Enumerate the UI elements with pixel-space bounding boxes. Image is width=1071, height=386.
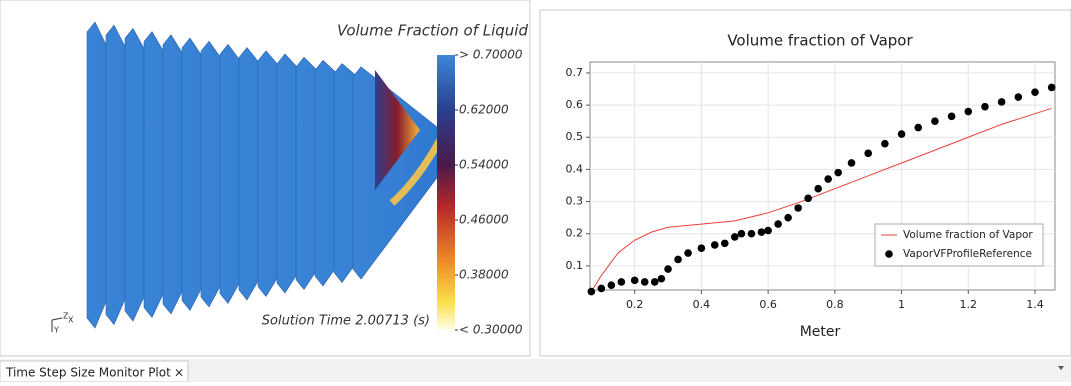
triad-label: Y (53, 326, 59, 335)
scatter-point (881, 140, 889, 148)
y-tick-label: 0.7 (566, 66, 584, 79)
scatter-point (964, 108, 972, 116)
scatter-point (588, 288, 596, 296)
scatter-point (864, 150, 872, 158)
page: Volume Fraction of Liquid Solution Time … (0, 0, 1071, 382)
scatter-point (598, 285, 606, 293)
legend-label: VaporVFProfileReference (903, 248, 1032, 260)
scatter-point (608, 281, 616, 289)
scatter-point (698, 244, 706, 252)
scatter-point (1031, 88, 1039, 96)
y-tick-label: 0.4 (566, 162, 584, 175)
scatter-point (794, 204, 802, 212)
y-tick-label: 0.2 (566, 227, 584, 240)
scatter-point (631, 277, 639, 285)
scatter-point (1015, 93, 1023, 101)
legend-swatch (885, 250, 893, 258)
colorbar-label: 0.38000 (459, 268, 509, 282)
legend-label: Volume fraction of Vapor (903, 229, 1033, 241)
x-axis-title: Meter (800, 324, 841, 340)
colorbar-label: < 0.30000 (459, 323, 523, 337)
tab-close[interactable]: × (174, 366, 184, 380)
y-tick-label: 0.5 (566, 130, 584, 143)
scatter-point (758, 228, 766, 236)
scatter-point (711, 241, 719, 249)
x-tick-label: 0.4 (693, 298, 711, 311)
scatter-point (721, 240, 729, 248)
scatter-point (618, 278, 626, 286)
scatter-point (834, 169, 842, 177)
colorbar-label: 0.54000 (459, 158, 509, 172)
x-tick-label: 1.4 (1026, 298, 1044, 311)
scatter-point (814, 185, 822, 193)
scatter-point (931, 117, 939, 125)
scatter-point (948, 113, 956, 121)
chart-title: Volume fraction of Vapor (727, 32, 913, 50)
x-tick-label: 0.2 (626, 298, 644, 311)
colorbar-label: 0.46000 (459, 213, 509, 227)
y-tick-label: 0.3 (566, 195, 584, 208)
colorbar-label: > 0.70000 (459, 48, 523, 62)
y-tick-label: 0.6 (566, 98, 584, 111)
scatter-point (664, 265, 672, 273)
x-tick-label: 1.2 (960, 298, 978, 311)
scatter-point (674, 256, 682, 264)
scatter-point (641, 278, 649, 286)
scatter-point (738, 230, 746, 238)
tab-label[interactable]: Time Step Size Monitor Plot (5, 366, 171, 380)
colorbar (437, 55, 455, 330)
solution-time: Solution Time 2.00713 (s) (262, 314, 430, 329)
screen: Volume Fraction of Liquid Solution Time … (0, 0, 1071, 382)
x-tick-label: 1 (898, 298, 905, 311)
x-tick-label: 0.8 (826, 298, 844, 311)
scatter-point (848, 159, 856, 167)
triad-label: X (68, 316, 74, 325)
scatter-point (898, 130, 906, 138)
scatter-point (731, 233, 739, 241)
scatter-point (651, 278, 659, 286)
scatter-point (748, 230, 756, 238)
scatter-point (684, 249, 692, 257)
scatter-point (764, 227, 772, 235)
scatter-point (784, 214, 792, 222)
colorbar-label: 0.62000 (459, 103, 509, 117)
scatter-point (1048, 84, 1056, 92)
scatter-point (658, 275, 666, 283)
scatter-point (774, 220, 782, 228)
y-tick-label: 0.1 (566, 259, 584, 272)
scatter-point (804, 195, 812, 203)
scatter-point (824, 175, 832, 183)
scatter-point (914, 124, 922, 132)
scatter-point (998, 98, 1006, 106)
scene-title: Volume Fraction of Liquid (337, 22, 529, 40)
x-tick-label: 0.6 (759, 298, 777, 311)
scatter-point (981, 103, 989, 111)
